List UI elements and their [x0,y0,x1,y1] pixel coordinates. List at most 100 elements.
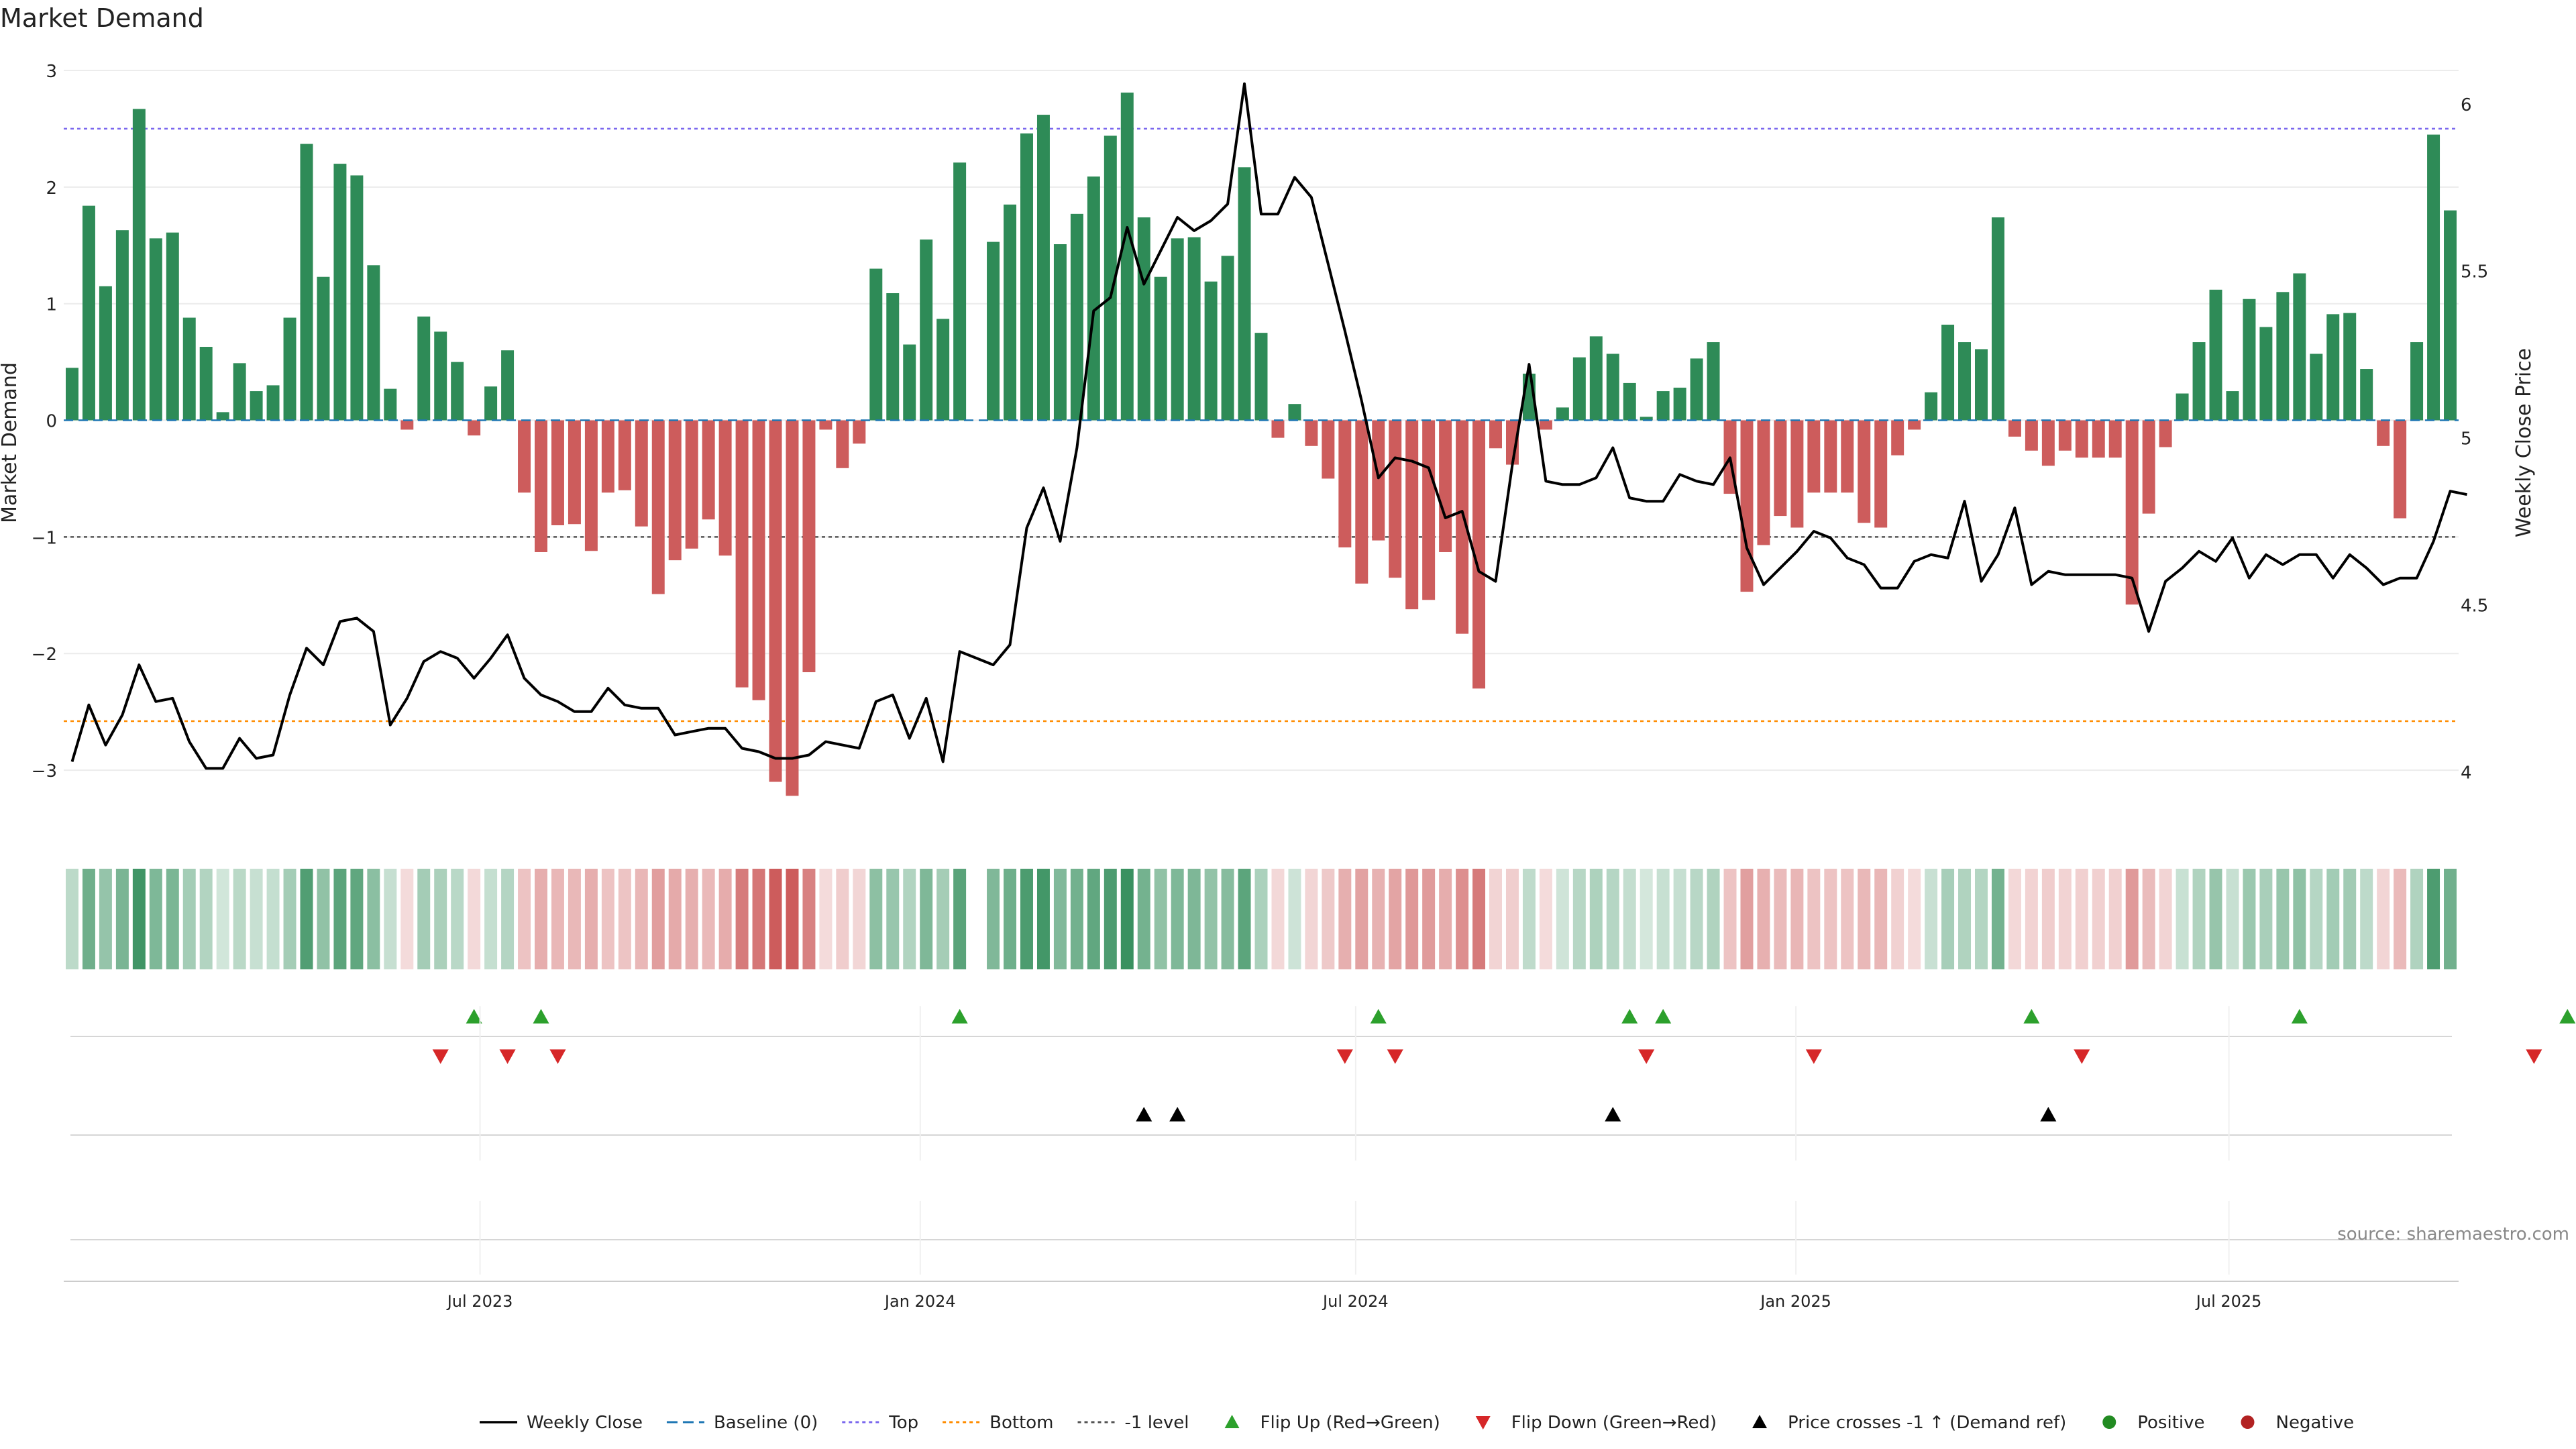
strip-cell [786,869,799,969]
legend-label: Negative [2276,1413,2355,1433]
strip-cell [1623,869,1636,969]
strip-cell [2259,869,2273,969]
strip-cell [518,869,531,969]
y-tick-label: 1 [46,295,57,315]
demand-bar [1120,93,1134,421]
demand-bar [786,420,799,796]
strip-cell [2310,869,2323,969]
strip-cell [1707,869,1720,969]
demand-bar [1975,349,1988,421]
demand-bar [1036,115,1050,421]
legend-label: Flip Down (Green→Red) [1511,1413,1717,1433]
strip-cell [1004,869,1017,969]
y-tick-label: 0 [46,412,57,432]
x-tick-label: Jul 2025 [2195,1292,2262,1311]
demand-bar [2310,354,2323,421]
strip-cell [1171,869,1184,969]
strip-cell [869,869,883,969]
signal-panels [70,1009,2576,1240]
strip-cell [1221,869,1234,969]
demand-bar [2427,134,2440,421]
strip-cell [2410,869,2424,969]
demand-bar [2226,391,2239,421]
source-credit: source: sharemaestro.com [2337,1224,2569,1244]
demand-bar [250,391,263,421]
strip-cell [1154,869,1167,969]
demand-bar [2276,292,2290,421]
strip-cell [2394,869,2407,969]
demand-bar [82,205,95,421]
y2-tick-label: 6 [2461,95,2472,115]
legend-label: Bottom [989,1413,1053,1433]
strip-cell [2444,869,2457,969]
legend-label: Positive [2137,1413,2204,1433]
demand-bar [2343,313,2357,421]
flip-up-marker [2291,1009,2308,1024]
strip-cell [1238,869,1251,969]
demand-bar [99,286,112,421]
demand-bar [1790,420,1804,528]
demand-bar [2192,342,2206,421]
strip-cell [886,869,900,969]
demand-bar [1322,420,1335,479]
demand-bar [132,109,146,421]
demand-bar [551,420,564,525]
demand-bar [1439,420,1452,552]
demand-bar [1338,420,1352,548]
strip-cell [1338,869,1352,969]
demand-bar [2394,420,2407,519]
strip-cell [1991,869,2004,969]
strip-cell [2293,869,2306,969]
flip-up-marker [2559,1009,2576,1024]
legend-item: -1 level [1077,1413,1189,1433]
demand-bar [468,420,481,436]
strip-cell [1456,869,1469,969]
demand-bar [2008,420,2021,437]
strip-cell [2326,869,2340,969]
strip-cell [1690,869,1703,969]
demand-bar [1824,420,1837,493]
strip-cell [735,869,749,969]
strip-cell [2041,869,2055,969]
strip-cell [1489,869,1502,969]
flip-down-marker [549,1049,566,1064]
x-tick-label: Jan 2025 [1759,1292,1831,1311]
demand-bar [1958,342,1972,421]
demand-bar [685,420,698,549]
demand-bar [451,362,464,421]
strip-cell [1439,869,1452,969]
demand-bar [1589,336,1603,421]
flip-down-marker [1805,1049,1822,1064]
legend-label: Top [888,1413,918,1433]
strip-cell [2176,869,2189,969]
strip-cell [468,869,481,969]
demand-bar [1087,176,1100,421]
legend-item: Bottom [943,1413,1054,1433]
demand-bar [1891,420,1904,455]
demand-bar [668,420,682,561]
strip-cell [1656,869,1670,969]
strip-cell [484,869,498,969]
strip-cell [132,869,146,969]
strip-cell [2343,869,2357,969]
strip-cell [266,869,280,969]
demand-bar [869,268,883,421]
demand-bar [2377,420,2390,446]
y-tick-label: −1 [32,528,57,548]
demand-bar [166,232,179,421]
strip-cell [702,869,715,969]
strip-cell [769,869,782,969]
flip-down-marker [1638,1049,1655,1064]
strip-cell [451,869,464,969]
demand-bar [2410,342,2424,421]
demand-bar [1355,420,1368,584]
demand-bar [2360,369,2373,421]
strip-cell [1640,869,1653,969]
strip-cell [1723,869,1737,969]
strip-cell [417,869,431,969]
demand-bar [1271,420,1285,438]
strip-cell [333,869,347,969]
demand-bar [1606,354,1619,421]
demand-bar [216,412,229,421]
strip-cell [2209,869,2222,969]
